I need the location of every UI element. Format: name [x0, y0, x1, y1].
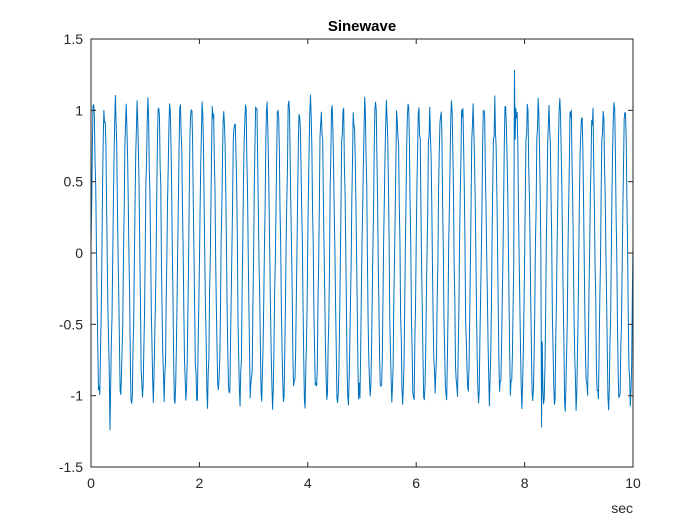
x-tick-label: 4 [304, 475, 312, 491]
y-tick-label: 1 [75, 102, 83, 118]
y-tick-label: 0 [75, 245, 83, 261]
x-tick-label: 8 [521, 475, 529, 491]
x-tick-label: 2 [196, 475, 204, 491]
x-axis-label: sec [611, 500, 633, 516]
x-tick-label: 0 [87, 475, 95, 491]
x-tick-label: 6 [412, 475, 420, 491]
chart-title: Sinewave [328, 18, 396, 35]
y-tick-label: 1.5 [64, 31, 84, 47]
y-tick-label: 0.5 [64, 174, 84, 190]
ticks-layer: 0 2 4 6 8 10 -1.5 -1 -0.5 0 0.5 1 1.5 [59, 31, 641, 491]
y-tick-label: -1 [71, 388, 84, 404]
series-layer [90, 69, 634, 431]
x-tick-label: 10 [625, 475, 641, 491]
y-tick-label: -0.5 [59, 316, 83, 332]
y-tick-label: -1.5 [59, 459, 83, 475]
series-line-sinewave [90, 69, 634, 431]
